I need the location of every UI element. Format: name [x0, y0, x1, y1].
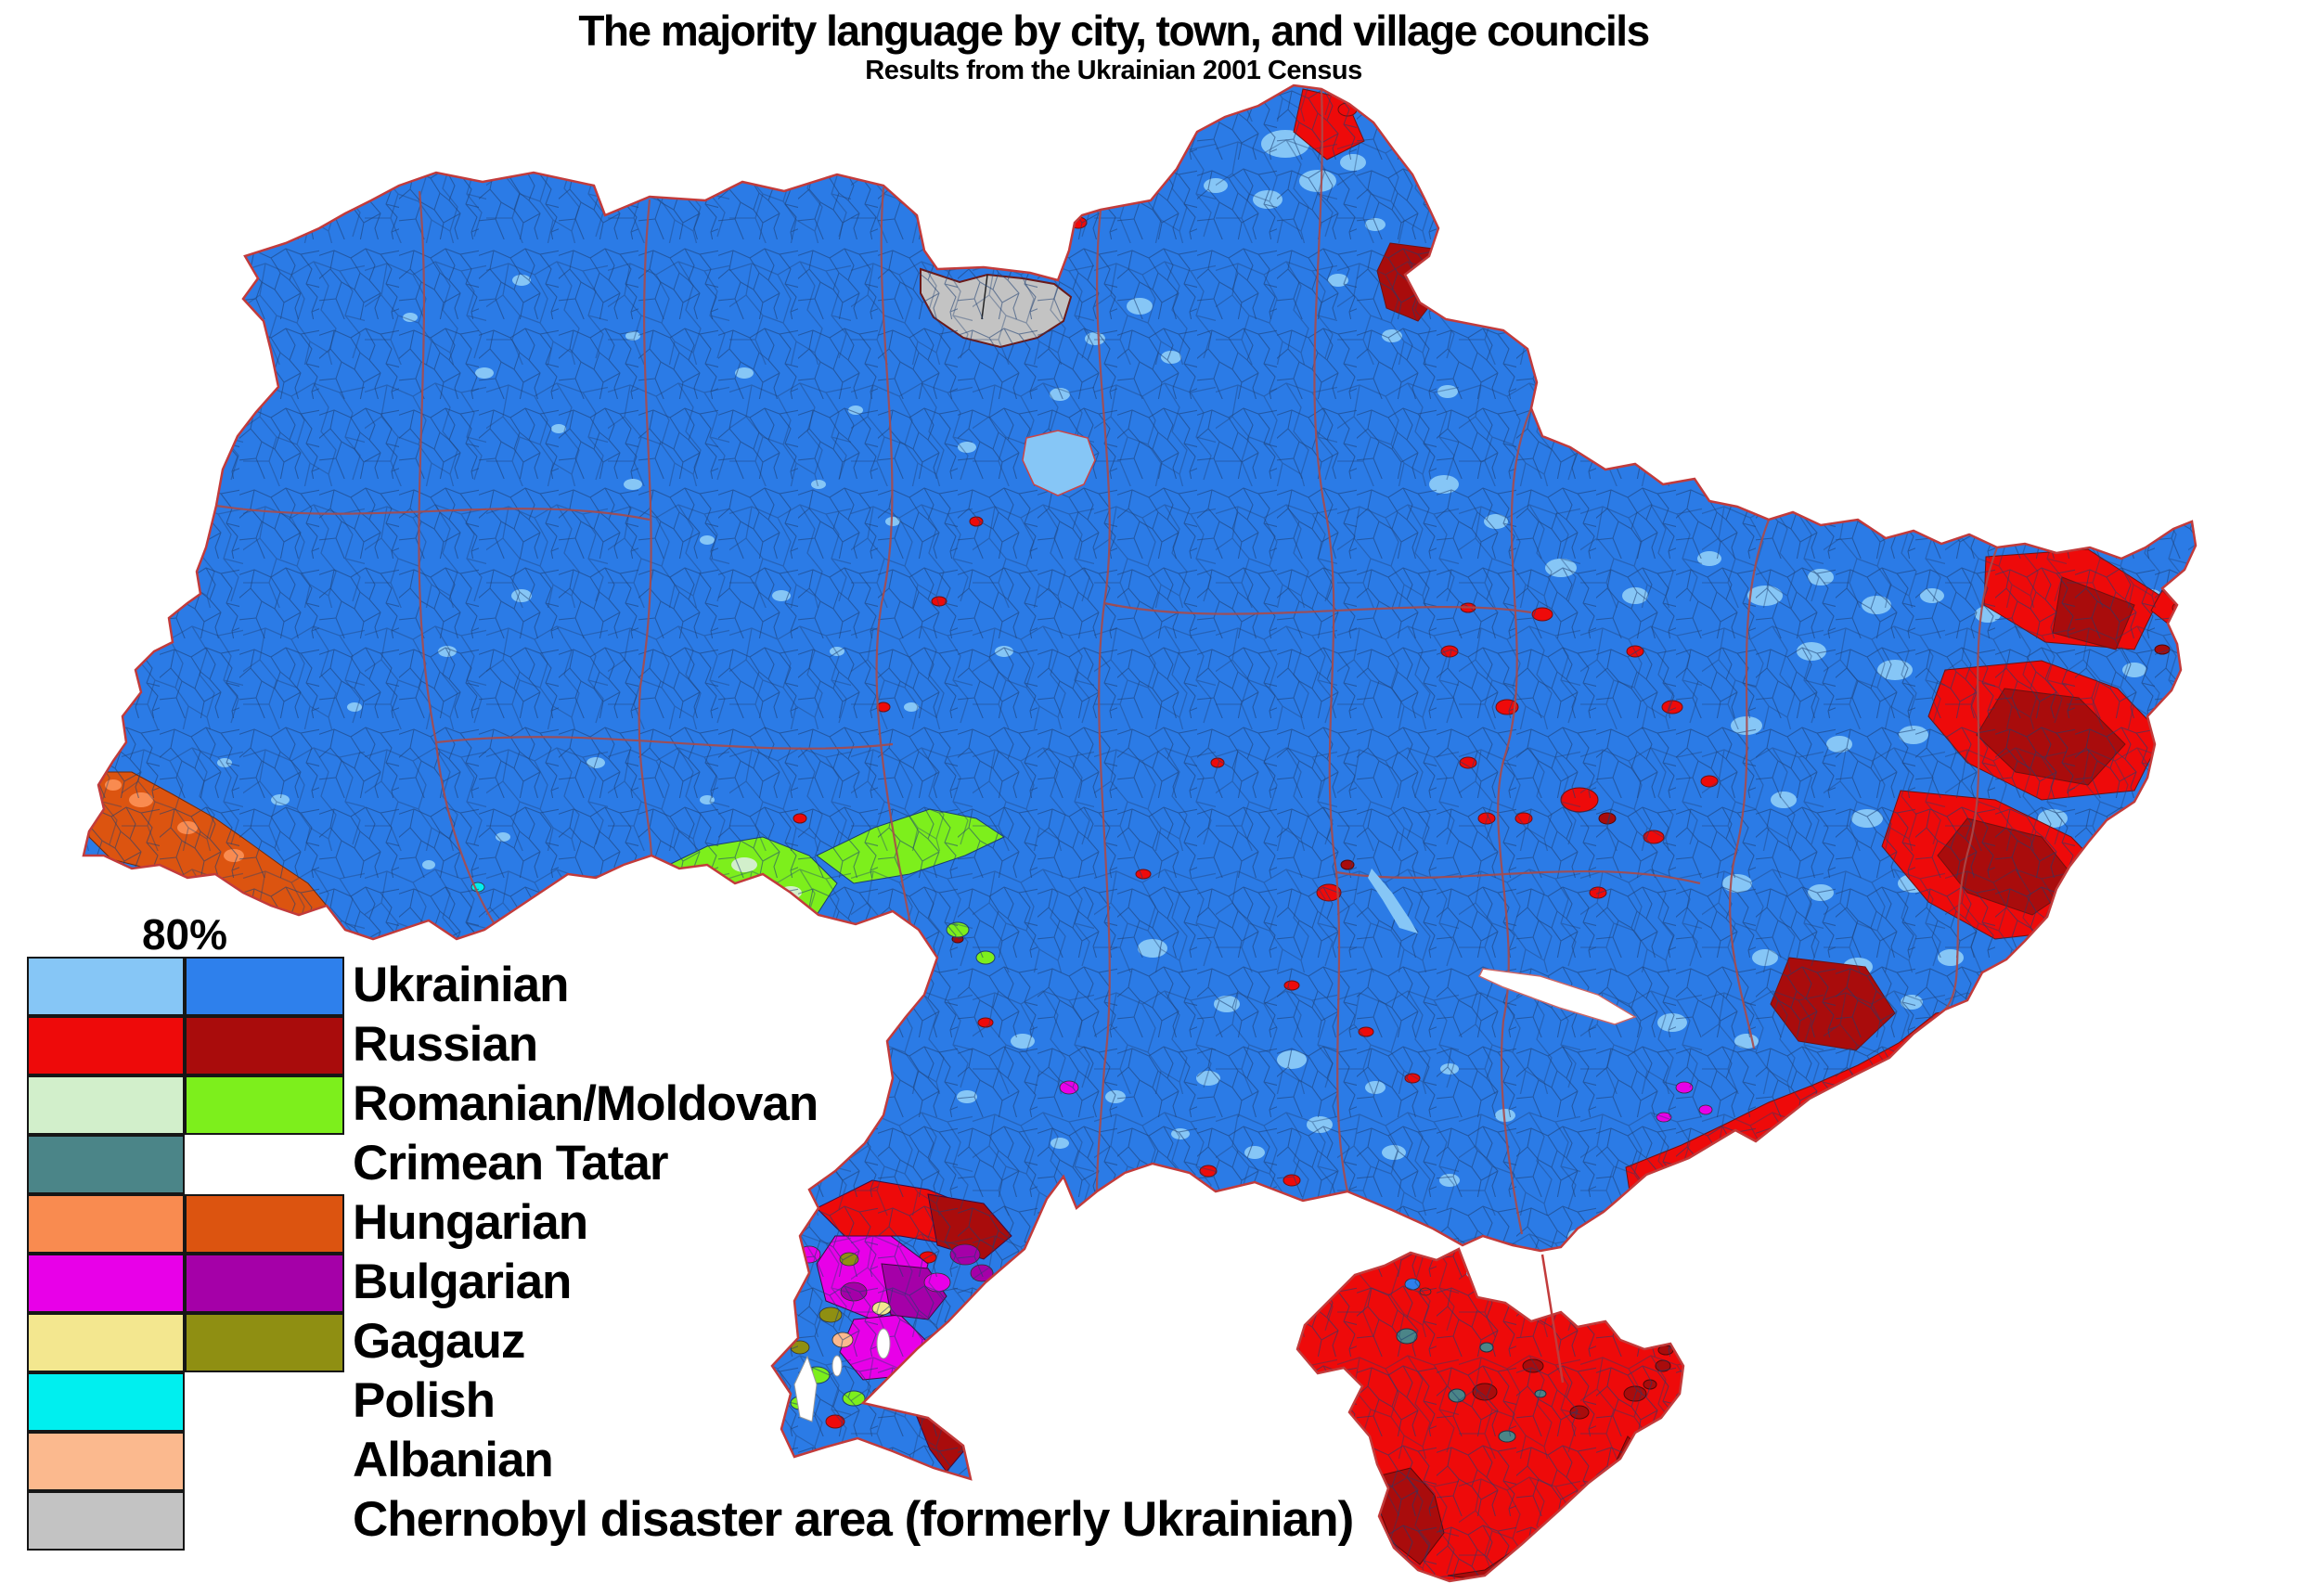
council-area	[838, 1060, 855, 1071]
council-area	[569, 891, 586, 902]
council-area	[1477, 183, 1500, 198]
map-title: The majority language by city, town, and…	[578, 6, 1650, 55]
council-area	[1600, 1249, 1618, 1260]
council-area	[1399, 118, 1422, 133]
council-area	[595, 876, 615, 891]
water-bodies	[793, 430, 1637, 1422]
map-subtitle: Results from the Ukrainian 2001 Census	[865, 56, 1362, 85]
kyiv-area	[1022, 430, 1096, 496]
council-area	[1512, 1285, 1528, 1294]
kremenchuk-reservoir	[1368, 869, 1418, 933]
budjak-lake	[793, 1355, 818, 1422]
council-area	[1067, 1238, 1089, 1253]
council-area	[1530, 348, 1551, 361]
budjak-lake	[876, 1328, 891, 1359]
council-area	[2071, 883, 2101, 902]
council-area	[1474, 291, 1496, 306]
council-area	[2020, 959, 2044, 974]
council-area	[1623, 441, 1643, 454]
council-area	[1443, 147, 1463, 160]
budjak-lake	[831, 1355, 843, 1377]
council-area	[2120, 811, 2145, 826]
oblast-borders	[215, 88, 1999, 1235]
arabat-spit	[1540, 1254, 1565, 1384]
kakhovka-reservoir	[1477, 968, 1637, 1025]
council-area	[1514, 237, 1534, 250]
council-area	[1568, 403, 1591, 418]
council-area	[1046, 1229, 1061, 1240]
council-area	[674, 875, 703, 892]
council-area	[144, 573, 159, 584]
